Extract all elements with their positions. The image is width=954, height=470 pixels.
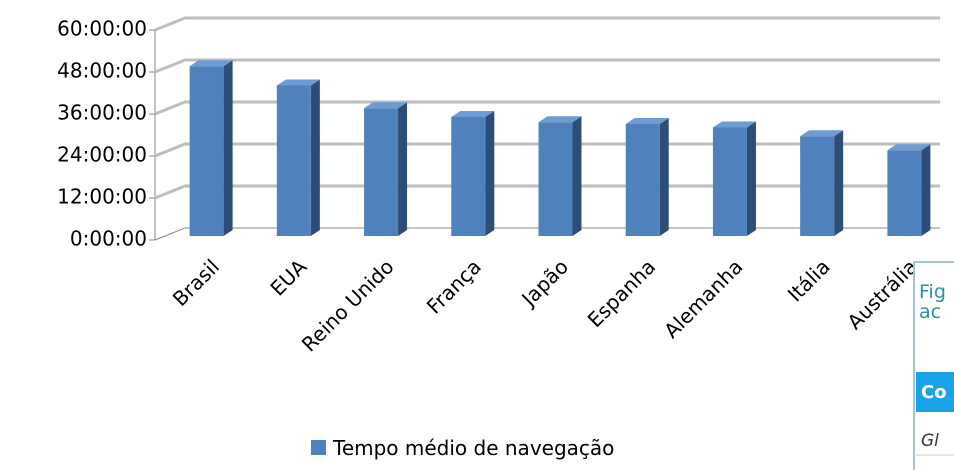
bar	[800, 136, 835, 236]
bar-top	[887, 144, 931, 151]
bar-top	[625, 118, 669, 124]
header-band	[916, 372, 954, 412]
bar-side	[398, 102, 408, 236]
bar-side	[659, 118, 669, 236]
x-tick-label: Itália	[783, 255, 835, 307]
x-tick-label: França	[422, 255, 486, 319]
floor-edge	[154, 227, 940, 241]
table-header: Co	[921, 382, 947, 403]
legend-label: Tempo médio de navegação	[332, 436, 614, 460]
bar-top	[538, 116, 582, 123]
x-tick-label: Brasil	[168, 255, 224, 311]
bar	[712, 127, 747, 236]
bar	[451, 117, 486, 236]
x-tick-label: Espanha	[583, 255, 661, 333]
bar-top	[451, 111, 495, 117]
wall-edge	[154, 17, 186, 240]
bar-side	[746, 121, 756, 236]
grid-line	[154, 142, 940, 158]
bar-side	[310, 79, 320, 236]
x-tick-label: Alemanha	[659, 255, 747, 343]
bar-top	[276, 79, 320, 86]
y-tick-label: 0:00:00	[70, 227, 147, 251]
x-tick-label: Japão	[516, 255, 574, 313]
x-tick-label: Austrália	[842, 255, 922, 335]
y-tick-label: 12:00:00	[57, 185, 147, 209]
bar	[538, 122, 573, 236]
bar	[276, 85, 311, 236]
bar-side	[834, 130, 844, 236]
y-tick-label: 36:00:00	[57, 101, 147, 125]
bar-side	[223, 60, 233, 236]
grid-line	[154, 58, 940, 74]
bar-top	[364, 102, 408, 109]
x-tick-label: Reino Unido	[297, 255, 399, 357]
y-tick-label: 48:00:00	[57, 59, 147, 83]
grid-line	[154, 100, 940, 116]
x-tick-label: EUA	[265, 254, 311, 300]
bar-side	[921, 144, 931, 236]
bar-top	[712, 121, 756, 128]
caption-line: ac	[919, 301, 941, 323]
bar	[625, 124, 660, 236]
table-cell: Gl	[921, 431, 939, 451]
legend-swatch	[311, 440, 326, 455]
bar	[189, 66, 224, 236]
y-tick-label: 24:00:00	[57, 143, 147, 167]
cropped-figure: Fig ac Co Gl	[913, 261, 954, 470]
grid-line	[154, 184, 940, 200]
grid-line	[154, 16, 940, 32]
bar-side	[485, 111, 495, 236]
caption-line: Fig	[919, 281, 946, 303]
figure-frame	[913, 261, 954, 470]
bar-top	[189, 60, 233, 67]
y-tick-label: 60:00:00	[57, 17, 147, 41]
bar-top	[800, 130, 844, 137]
plot: 0:00:00 12:00:00 24:00:00 36:00:00 48:00:00 6…	[57, 16, 940, 460]
bar	[887, 150, 922, 236]
bar	[364, 108, 399, 236]
bar-side	[572, 116, 582, 236]
